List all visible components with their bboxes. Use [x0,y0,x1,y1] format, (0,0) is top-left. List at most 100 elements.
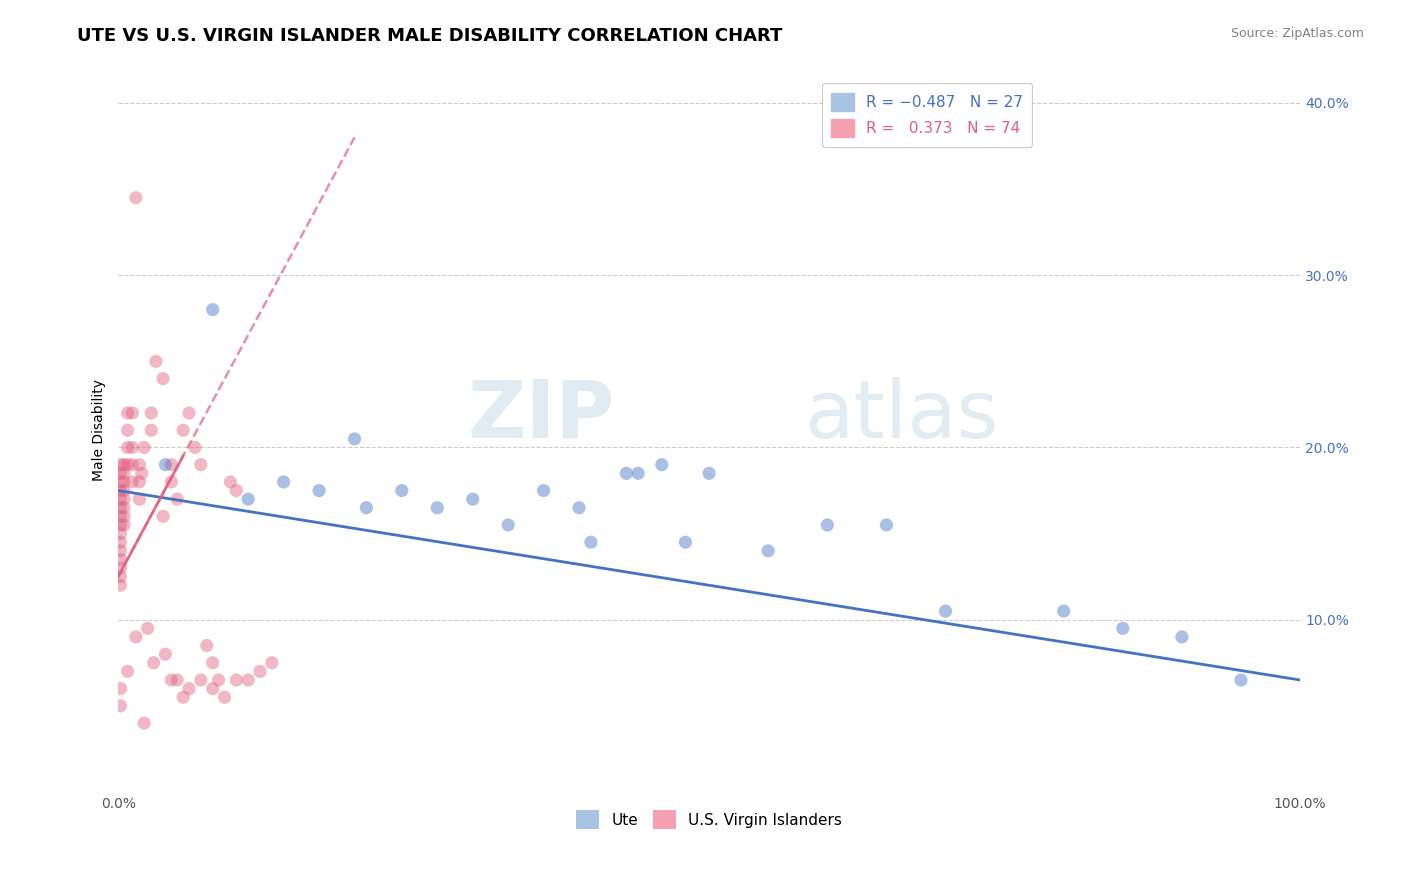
Point [356,500,378,515]
Point [110,544,132,558]
Point [172,423,194,437]
Point [110,518,132,533]
Point [152,371,174,385]
Point [160,673,183,687]
Point [110,483,132,498]
Point [190,458,212,472]
Point [155,647,177,661]
Point [110,535,132,549]
Point [533,483,555,498]
Point [110,458,132,472]
Point [117,423,139,437]
Point [496,518,519,533]
Point [141,423,163,437]
Point [201,681,224,696]
Point [110,698,132,713]
Point [675,535,697,549]
Legend: Ute, U.S. Virgin Islanders: Ute, U.S. Virgin Islanders [569,804,848,835]
Point [125,630,148,644]
Text: atlas: atlas [804,376,998,455]
Point [117,458,139,472]
Point [128,458,150,472]
Point [190,673,212,687]
Point [201,656,224,670]
Point [128,492,150,507]
Point [166,492,188,507]
Text: UTE VS U.S. VIRGIN ISLANDER MALE DISABILITY CORRELATION CHART: UTE VS U.S. VIRGIN ISLANDER MALE DISABIL… [77,27,783,45]
Point [112,492,135,507]
Point [172,690,194,705]
Point [136,621,159,635]
Point [110,681,132,696]
Point [579,535,602,549]
Point [756,544,779,558]
Point [461,492,484,507]
Point [110,509,132,524]
Point [112,509,135,524]
Point [160,475,183,489]
Point [627,467,650,481]
Point [225,673,247,687]
Point [128,475,150,489]
Point [112,500,135,515]
Point [110,467,132,481]
Point [121,475,143,489]
Point [343,432,366,446]
Point [160,458,183,472]
Point [391,483,413,498]
Point [308,483,330,498]
Point [152,509,174,524]
Point [117,441,139,455]
Point [875,518,897,533]
Point [201,302,224,317]
Point [142,656,165,670]
Point [273,475,295,489]
Point [112,518,135,533]
Point [134,441,156,455]
Point [616,467,638,481]
Point [236,673,259,687]
Point [260,656,283,670]
Point [117,665,139,679]
Text: Source: ZipAtlas.com: Source: ZipAtlas.com [1230,27,1364,40]
Point [1053,604,1076,618]
Point [121,458,143,472]
Point [568,500,591,515]
Point [177,406,200,420]
Point [125,191,148,205]
Point [1230,673,1253,687]
Point [110,500,132,515]
Point [214,690,236,705]
Point [110,475,132,489]
Point [117,406,139,420]
Point [177,681,200,696]
Point [110,561,132,575]
Point [134,716,156,731]
Point [131,467,153,481]
Point [110,526,132,541]
Point [207,673,229,687]
Point [141,406,163,420]
Point [225,483,247,498]
Point [697,467,720,481]
Point [195,639,218,653]
Point [112,483,135,498]
Point [815,518,838,533]
Y-axis label: Male Disability: Male Disability [93,379,107,482]
Point [110,552,132,566]
Point [155,458,177,472]
Point [184,441,207,455]
Point [121,441,143,455]
Point [426,500,449,515]
Point [112,475,135,489]
Point [934,604,956,618]
Point [1112,621,1135,635]
Point [110,578,132,592]
Point [110,492,132,507]
Point [1171,630,1194,644]
Point [110,569,132,583]
Point [112,458,135,472]
Point [249,665,271,679]
Point [145,354,167,368]
Point [166,673,188,687]
